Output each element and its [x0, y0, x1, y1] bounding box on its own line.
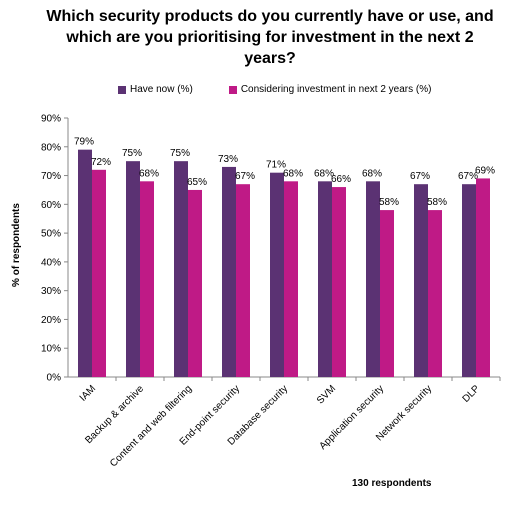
legend-swatch-considering	[228, 85, 237, 94]
y-tick-label: 90%	[41, 114, 61, 125]
y-tick-label: 0%	[47, 373, 62, 384]
bar-considering	[476, 178, 490, 377]
y-tick-label: 40%	[41, 257, 61, 268]
data-label-considering: 65%	[187, 177, 207, 188]
data-label-have-now: 68%	[362, 168, 382, 179]
x-tick-label: DLP	[461, 383, 483, 405]
data-label-have-now: 75%	[122, 148, 142, 159]
bar-considering	[92, 169, 106, 377]
bar-considering	[428, 210, 442, 377]
y-tick-label: 60%	[41, 200, 61, 211]
data-label-have-now: 79%	[74, 137, 94, 148]
data-label-considering: 72%	[91, 157, 111, 168]
legend-swatch-have-now	[118, 85, 126, 94]
data-label-considering: 58%	[427, 197, 447, 208]
bar-have-now	[414, 184, 428, 377]
bar-have-now	[318, 181, 332, 377]
x-tick-label: Content and web filtering	[108, 383, 194, 469]
bar-have-now	[462, 184, 476, 377]
respondents-note: 130 respondents	[352, 478, 432, 489]
data-label-have-now: 73%	[218, 154, 238, 165]
data-label-have-now: 71%	[266, 160, 286, 171]
bar-have-now	[270, 172, 284, 377]
bar-considering	[188, 189, 202, 377]
x-tick-label: SVM	[315, 383, 338, 406]
y-tick-label: 10%	[41, 344, 61, 355]
legend-item-considering: Considering investment in next 2 years (…	[228, 84, 432, 95]
bar-have-now	[126, 161, 140, 377]
bar-considering	[236, 184, 250, 377]
data-label-considering: 67%	[235, 171, 255, 182]
data-label-considering: 68%	[283, 168, 303, 179]
data-label-have-now: 68%	[314, 168, 334, 179]
y-tick-label: 30%	[41, 286, 61, 297]
y-tick-label: 50%	[41, 229, 61, 240]
bar-have-now	[222, 166, 236, 377]
y-tick-label: 70%	[41, 171, 61, 182]
y-tick-label: 80%	[41, 142, 61, 153]
data-label-have-now: 67%	[410, 171, 430, 182]
chart-title: Which security products do you currently…	[46, 8, 494, 67]
bar-considering	[284, 181, 298, 377]
bar-considering	[332, 187, 346, 377]
data-label-considering: 58%	[379, 197, 399, 208]
x-tick-label: IAM	[78, 383, 98, 403]
legend-label-have-now: Have now (%)	[130, 84, 193, 95]
y-axis-label: % of respondents	[11, 203, 22, 287]
data-label-considering: 69%	[475, 165, 495, 176]
bar-considering	[380, 210, 394, 377]
bar-have-now	[366, 181, 380, 377]
bar-considering	[140, 181, 154, 377]
bar-have-now	[174, 161, 188, 377]
bar-have-now	[78, 149, 92, 377]
data-label-have-now: 75%	[170, 148, 190, 159]
legend-label-considering: Considering investment in next 2 years (…	[240, 84, 432, 95]
data-label-have-now: 67%	[458, 171, 478, 182]
legend: Have now (%) Considering investment in n…	[118, 84, 431, 95]
legend-item-have-now: Have now (%)	[118, 84, 193, 95]
y-tick-label: 20%	[41, 315, 61, 326]
data-label-considering: 66%	[331, 174, 351, 185]
data-label-considering: 68%	[139, 168, 159, 179]
